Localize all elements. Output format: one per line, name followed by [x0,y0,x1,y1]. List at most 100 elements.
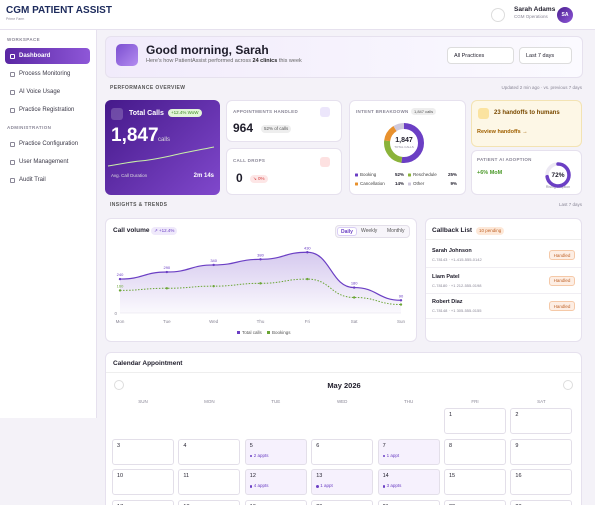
day-cell[interactable] [510,469,573,495]
drops-card [226,148,342,195]
notification-button[interactable] [491,8,505,22]
point [118,289,122,292]
day-cell[interactable] [112,499,174,505]
nav-item[interactable]: Dashboard [19,53,51,59]
day-cell[interactable] [311,499,374,505]
day-cell[interactable] [444,469,506,495]
nav-icon [10,159,15,165]
practice-filter[interactable]: All Practices [447,47,514,64]
day-cell[interactable] [510,438,573,465]
day-cell[interactable] [510,408,573,434]
legend-swatch [267,331,270,334]
day-cell[interactable] [444,438,506,465]
day-cell[interactable] [178,469,241,495]
nav-item[interactable]: Practice Configuration [19,141,79,147]
phone-icon [111,108,123,120]
point [306,277,309,281]
alert-icon [320,157,330,167]
section-heading: INSIGHTS & TRENDS [110,202,168,208]
weekday: WED [336,399,348,404]
nav-item[interactable]: Audit Trail [19,177,46,183]
data-label: 340 [210,258,217,263]
point [165,270,169,274]
nav-item[interactable]: User Management [19,159,69,165]
status-badge[interactable]: Handled [549,250,575,260]
point [399,303,403,306]
gauge-value [545,162,571,188]
day-cell[interactable] [311,438,374,465]
handoffs-card [471,100,582,147]
nav-icon [10,71,15,77]
day-number: 6 [316,442,320,449]
day-cell[interactable] [311,469,374,495]
day-cell[interactable] [112,469,174,495]
nav-item[interactable]: AI Voice Usage [19,89,61,95]
day-cell[interactable] [112,438,174,465]
data-label: 240 [117,272,124,277]
callback-title: Callback List [432,227,473,234]
day-number: 3 [117,442,121,449]
appt-count: 1 appt [320,483,333,488]
appt-count: 3 appts [386,483,402,488]
prev-button[interactable] [114,380,124,390]
calendar-title: Calendar Appointment [113,360,183,367]
day-cell[interactable] [178,499,241,505]
nav-item[interactable]: Practice Registration [19,107,75,113]
handoffs-link[interactable]: Review handoffs → [477,129,528,135]
sidebar-section-title: ADMINISTRATION [7,125,52,130]
legend-value: 14% [395,181,404,186]
day-cell[interactable] [244,469,307,495]
day-number: 16 [515,473,522,479]
appt-dot [382,454,386,457]
x-tick-label: Thu [257,319,265,324]
donut-segment [384,123,424,163]
subtitle-text: this week [277,58,302,64]
adoption-change: +6% MoM [477,170,503,176]
day-cell[interactable] [377,499,440,505]
y-tick-label: 0 [114,311,117,316]
x-tick-label: Wed [209,319,219,324]
divider [426,267,581,268]
status-badge[interactable]: Handled [549,301,575,311]
day-cell[interactable] [377,469,440,495]
total-calls-title: Total Calls [129,110,164,117]
point [212,284,215,288]
nav-icon [10,53,15,59]
status-badge[interactable]: Handled [549,275,575,286]
legend-label: Booking [360,172,377,177]
range-filter[interactable]: Last 7 days [519,47,572,64]
day-cell[interactable] [377,438,440,465]
drops-badge: ↘ 0% [250,175,268,183]
day-number: 15 [449,473,456,479]
divider [426,292,581,294]
day-cell[interactable] [178,438,241,465]
avatar[interactable]: SA [557,7,573,23]
card-title: PATIENT AI ADOPTION [477,157,532,162]
day-cell[interactable] [444,408,506,434]
point [259,282,262,285]
caller-name: Sarah Johnson [432,248,472,254]
day-cell[interactable] [244,438,307,465]
nav-item[interactable]: Process Monitoring [19,71,71,77]
legend-swatch [355,173,358,177]
caller-name: Robert Diaz [432,299,463,305]
day-cell[interactable] [244,499,307,505]
day-cell[interactable] [510,499,573,505]
tab[interactable]: Daily [337,227,357,236]
legend-label: Cancellation [360,181,385,186]
appt-count: 4 appts [253,483,269,488]
day-cell[interactable] [444,499,506,505]
next-button[interactable] [563,380,573,390]
gauge-label: 72% [551,172,564,179]
tab[interactable]: Monthly [387,228,405,234]
caller-detail: C-78143 · +1-415-555-0142 [432,257,482,262]
appt-dot [382,485,386,488]
brand: CGM PATIENT ASSIST [6,5,112,16]
legend-label: Total calls [242,330,263,335]
tab[interactable]: Weekly [361,228,378,234]
chart-badge: ↗ +12.4% [151,227,178,235]
nav-icon [10,89,15,95]
point [352,286,356,289]
calendar-icon [320,107,330,117]
